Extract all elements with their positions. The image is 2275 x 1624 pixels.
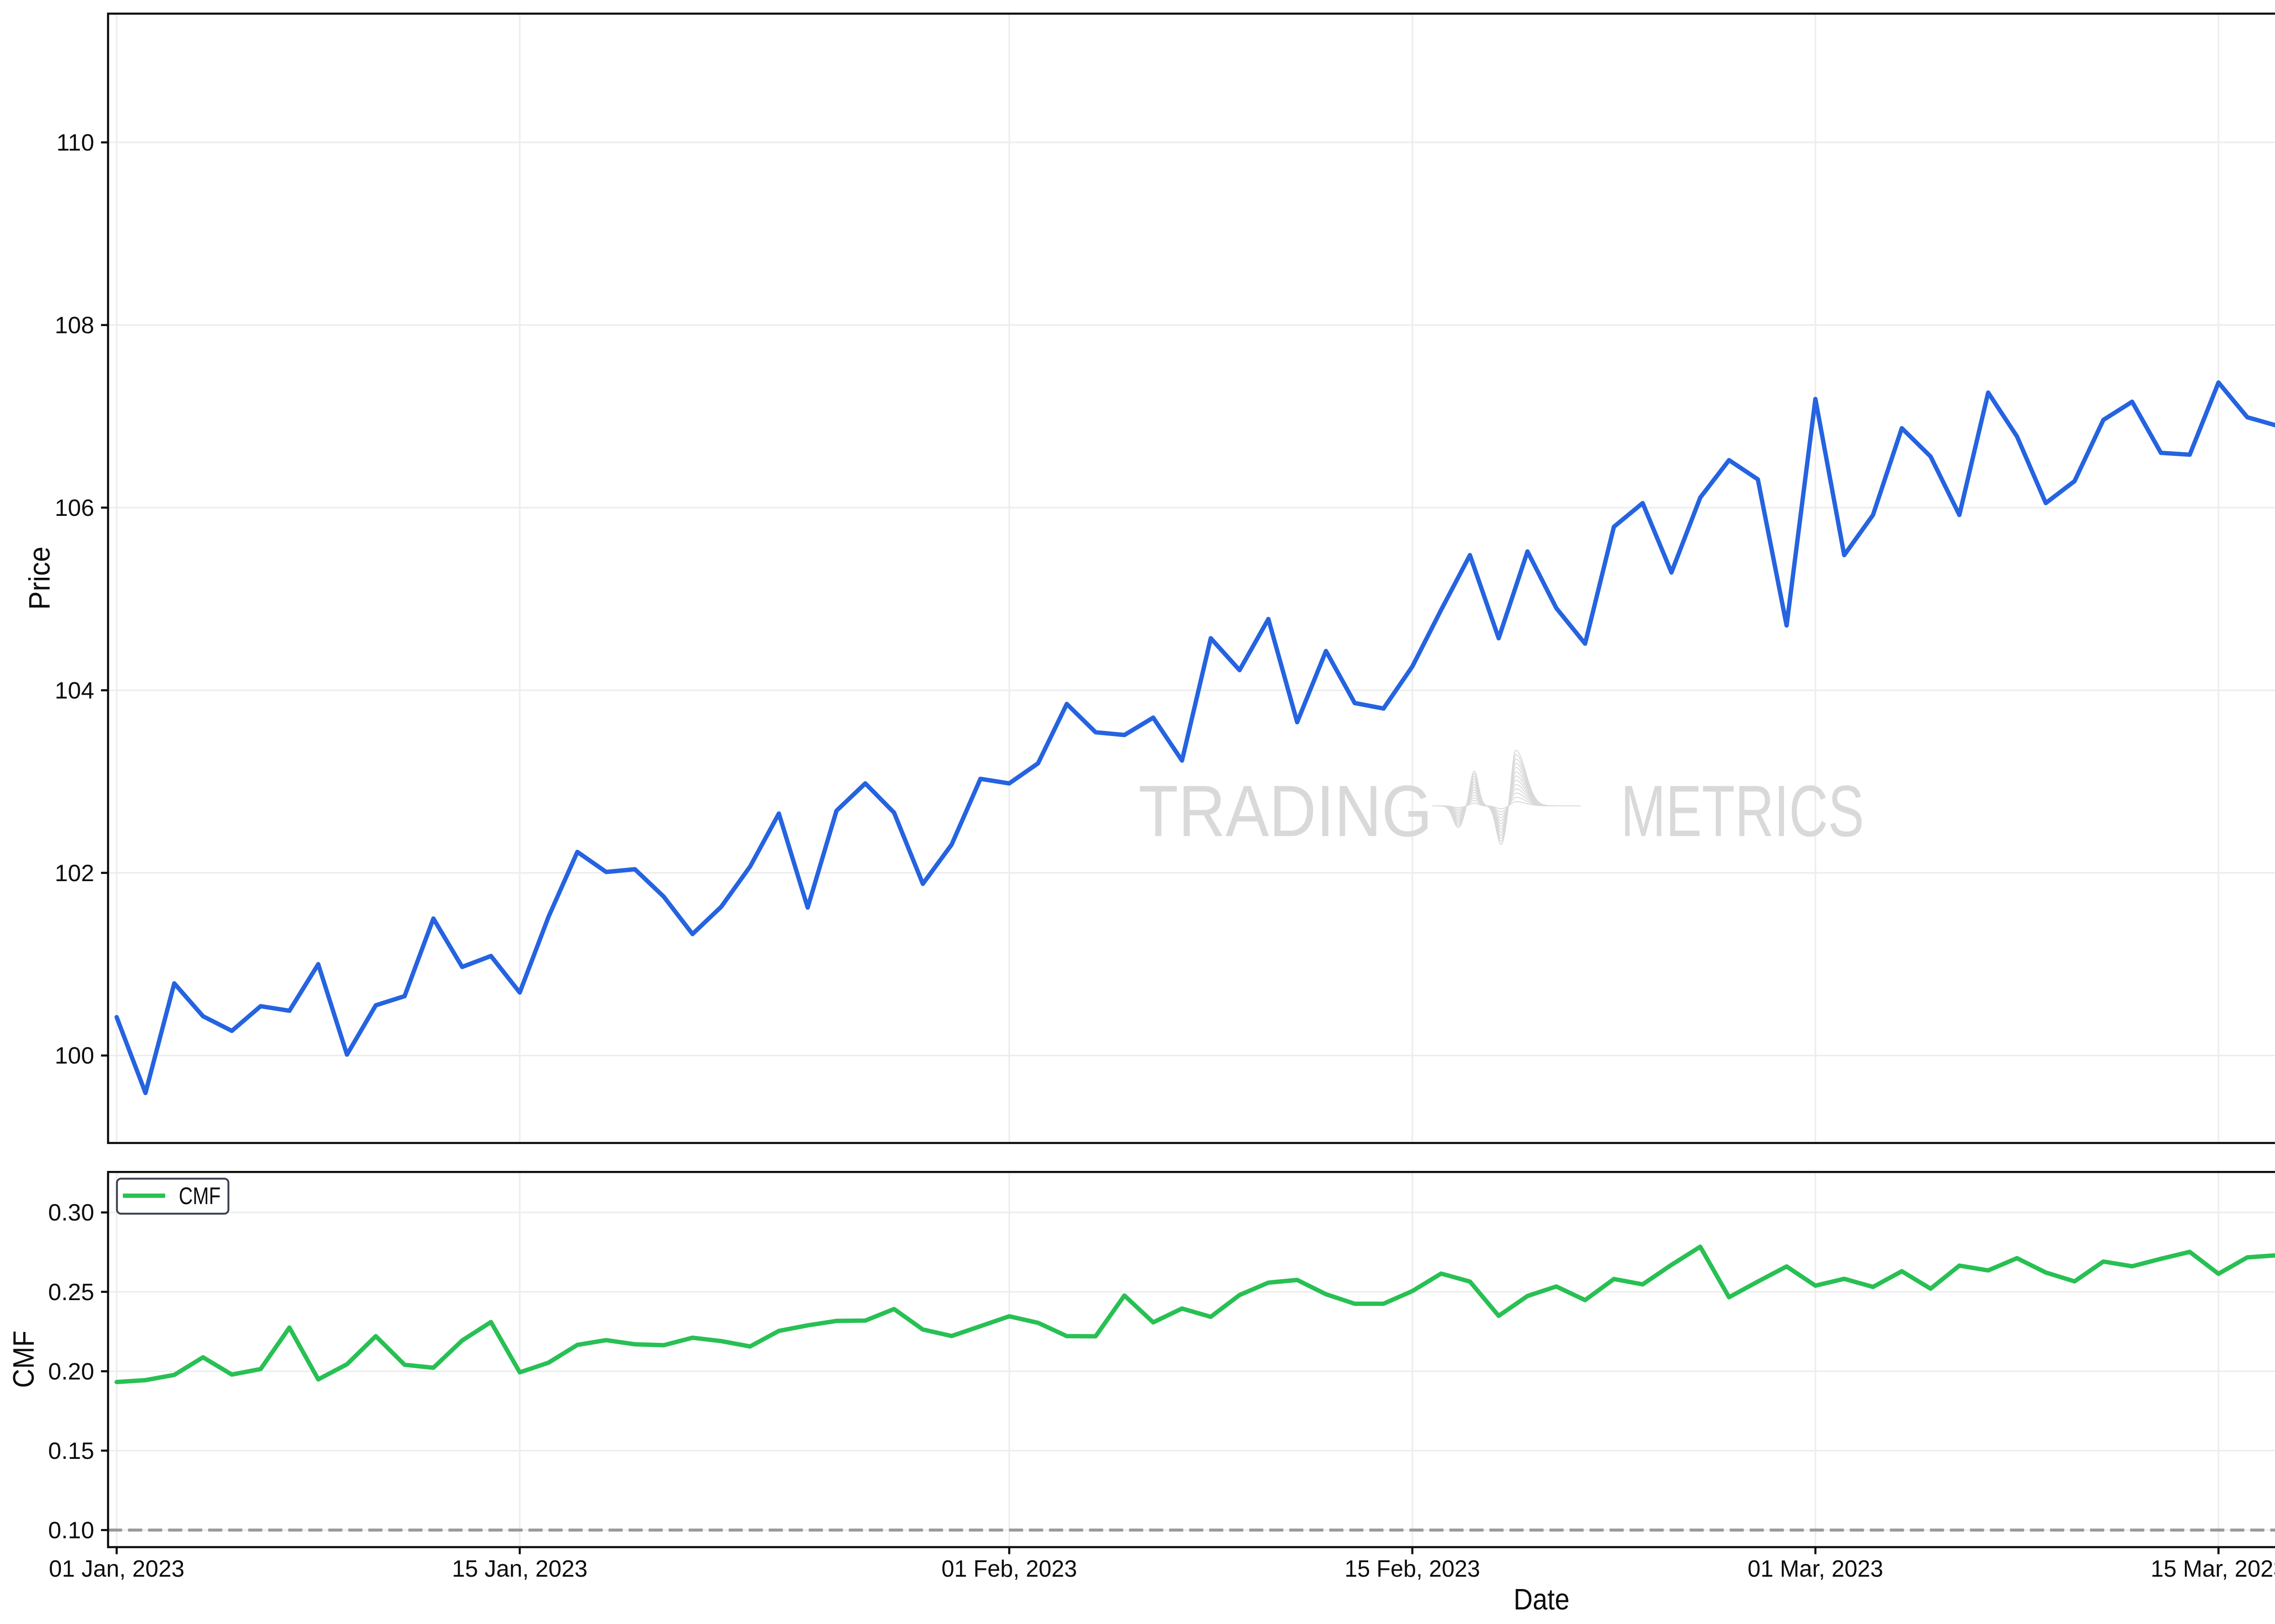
svg-text:METRICS: METRICS [1621,770,1864,852]
svg-text:TRADING: TRADING [1138,770,1432,852]
svg-text:0.20: 0.20 [48,1358,94,1385]
svg-text:15 Mar, 2023: 15 Mar, 2023 [2151,1556,2275,1582]
svg-text:102: 102 [55,860,94,887]
svg-text:CMF: CMF [179,1183,221,1210]
svg-text:104: 104 [55,677,94,704]
svg-text:Price: Price [23,547,56,610]
svg-text:CMF: CMF [7,1331,40,1388]
svg-text:106: 106 [55,495,94,521]
svg-text:0.30: 0.30 [48,1200,94,1226]
svg-text:01 Feb, 2023: 01 Feb, 2023 [941,1556,1077,1582]
svg-text:0.15: 0.15 [48,1438,94,1464]
svg-text:15 Feb, 2023: 15 Feb, 2023 [1345,1556,1480,1582]
svg-text:Date: Date [1514,1583,1570,1616]
svg-text:100: 100 [55,1043,94,1069]
svg-text:0.25: 0.25 [48,1279,94,1306]
svg-text:110: 110 [56,130,94,156]
svg-text:108: 108 [55,312,94,338]
svg-text:15 Jan, 2023: 15 Jan, 2023 [452,1556,587,1582]
svg-text:0.10: 0.10 [48,1517,94,1543]
svg-text:01 Jan, 2023: 01 Jan, 2023 [49,1556,184,1582]
svg-text:01 Mar, 2023: 01 Mar, 2023 [1748,1556,1883,1582]
